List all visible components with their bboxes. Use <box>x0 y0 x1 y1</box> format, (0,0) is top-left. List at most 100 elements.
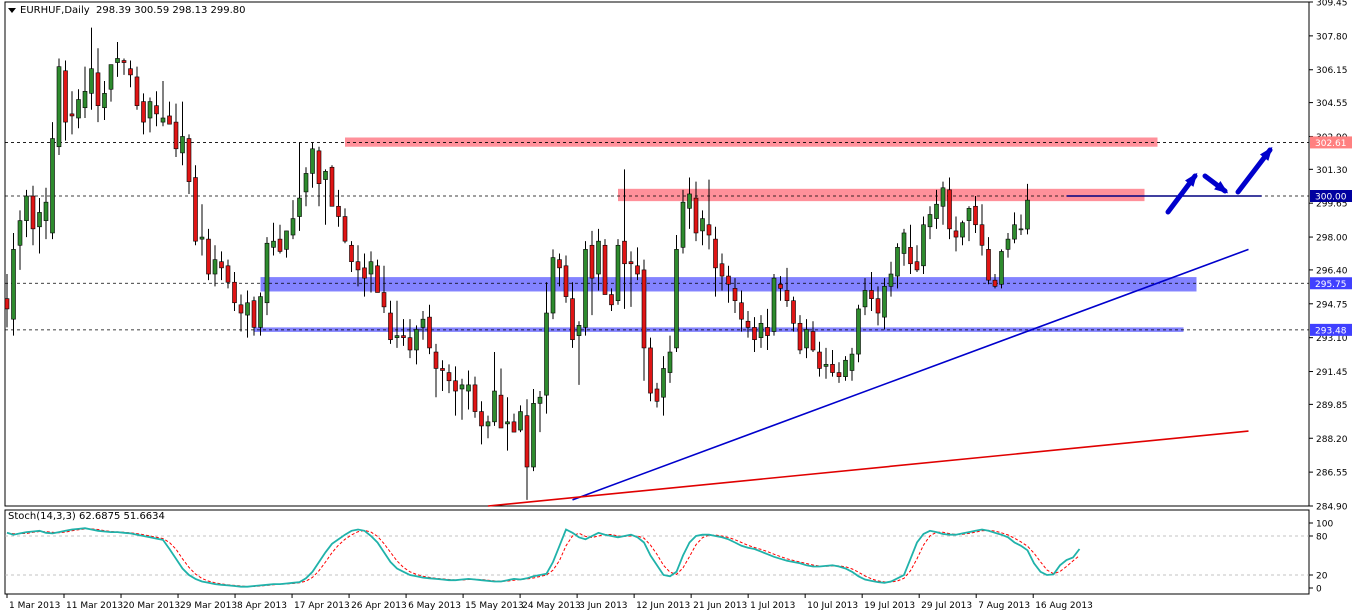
candle <box>4 274 10 328</box>
zone-band <box>254 327 1184 332</box>
candle <box>498 368 504 429</box>
annotation-arrow-icon <box>1235 146 1273 195</box>
annotation-arrow-icon <box>1165 172 1198 215</box>
candle <box>882 278 887 330</box>
candle-body <box>355 261 361 271</box>
candle-body <box>869 290 874 299</box>
candle <box>901 228 907 266</box>
candle-body <box>830 364 835 373</box>
candle-body <box>199 236 205 240</box>
candle-body <box>823 364 829 367</box>
candle-body <box>485 421 491 427</box>
candle <box>115 42 120 77</box>
candle-body <box>4 298 10 310</box>
candle-body <box>628 261 634 265</box>
candle-body <box>771 277 777 332</box>
candle-body <box>336 205 341 217</box>
candle-body <box>24 195 29 221</box>
candle <box>154 91 159 127</box>
candle <box>362 253 367 297</box>
y-tick-label: 289.85 <box>1316 401 1348 411</box>
y-tick-label: 293.10 <box>1316 334 1348 344</box>
candle <box>102 81 107 121</box>
candle-body <box>76 99 81 119</box>
candle-body <box>589 244 595 279</box>
candle <box>713 226 718 297</box>
candle-body <box>290 218 296 236</box>
candle <box>953 216 959 252</box>
candle-body <box>732 288 738 302</box>
candle-body <box>193 177 198 242</box>
candle <box>966 206 972 242</box>
candle-body <box>888 273 894 287</box>
price-label-box <box>1310 136 1352 149</box>
candle-body <box>212 259 218 275</box>
x-tick-label: 17 Apr 2013 <box>294 601 350 611</box>
candle-body <box>570 298 575 341</box>
candle-body <box>264 242 270 304</box>
candle-body <box>862 290 868 308</box>
annotation-arrow-icon <box>1202 173 1229 194</box>
candle-body <box>498 394 504 429</box>
candle <box>459 378 465 420</box>
candle <box>960 220 965 246</box>
candle <box>381 265 387 314</box>
candle <box>856 304 861 363</box>
y-tick-label: 306.15 <box>1316 66 1348 76</box>
candle <box>303 167 309 207</box>
candle-body <box>121 60 127 63</box>
candle <box>511 413 517 433</box>
candle <box>342 208 348 244</box>
candle-body <box>843 359 848 377</box>
candle <box>199 204 205 256</box>
arrow-head <box>1259 146 1273 161</box>
candle-body <box>648 347 653 394</box>
candle-body <box>17 220 23 246</box>
candle-body <box>394 335 400 338</box>
candle <box>472 376 478 418</box>
candle-body <box>206 238 211 275</box>
candle-body <box>596 240 601 275</box>
candle <box>1018 214 1024 236</box>
x-tick-label: 6 May 2013 <box>408 601 461 611</box>
candle-body <box>238 304 244 314</box>
candle-body <box>50 138 55 234</box>
candle-body <box>992 279 998 287</box>
candle-body <box>173 121 179 150</box>
candle-body <box>453 380 458 392</box>
dropdown-triangle-icon[interactable] <box>8 7 16 13</box>
candle-body <box>310 148 315 174</box>
candle <box>836 362 842 383</box>
candle <box>50 122 55 240</box>
candle <box>648 337 653 402</box>
candle <box>654 382 660 408</box>
candle <box>973 196 978 233</box>
candle <box>492 352 497 426</box>
candle <box>433 343 439 398</box>
candle-body <box>882 286 887 318</box>
candle-body <box>518 411 523 431</box>
candle <box>791 296 796 332</box>
candle-body <box>401 335 406 338</box>
x-tick-label: 24 May 2013 <box>522 601 581 611</box>
candle-body <box>778 283 783 289</box>
y-tick-label: 307.80 <box>1316 32 1348 42</box>
candle <box>180 101 185 166</box>
candle <box>622 169 627 309</box>
candle <box>628 251 634 307</box>
candle-body <box>940 187 946 207</box>
candle-body <box>108 64 114 90</box>
candle <box>485 415 491 439</box>
x-tick-label: 12 Jun 2013 <box>636 601 690 611</box>
candle-body <box>641 269 647 349</box>
candle <box>986 237 991 285</box>
candle <box>544 282 549 414</box>
candle <box>290 200 296 240</box>
candle-body <box>557 259 562 269</box>
candle-body <box>745 320 751 328</box>
x-tick-label: 16 Aug 2013 <box>1035 601 1093 611</box>
candle-body <box>973 205 978 226</box>
price-label-box <box>1310 323 1352 336</box>
candle <box>862 278 868 316</box>
